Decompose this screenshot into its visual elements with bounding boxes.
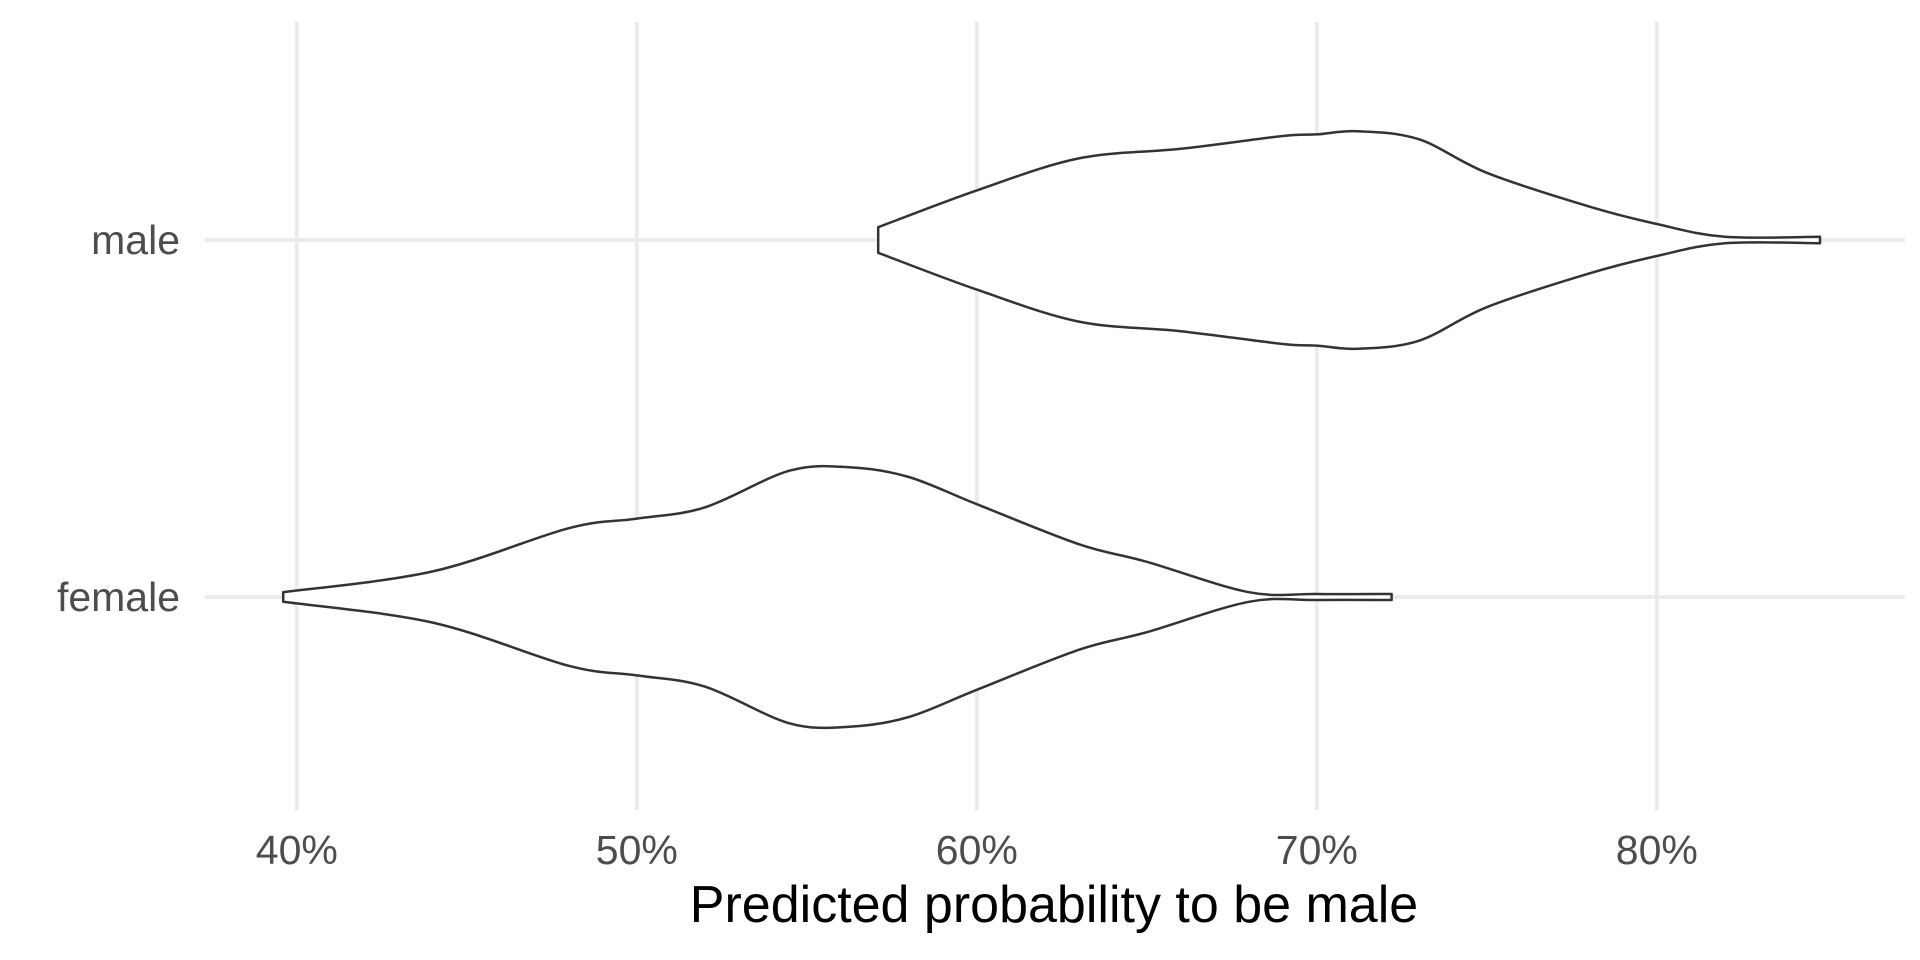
x-tick-label: 80% (1616, 827, 1698, 873)
y-tick-label-female: female (57, 574, 180, 620)
y-axis-tick-labels: female male (57, 217, 180, 620)
violin-male (876, 129, 1822, 351)
y-tick-label-male: male (91, 217, 180, 263)
x-tick-label: 60% (936, 827, 1018, 873)
x-tick-label: 70% (1276, 827, 1358, 873)
violins (281, 129, 1822, 730)
x-axis-tick-labels: 40% 50% 60% 70% 80% (256, 827, 1698, 873)
violin-female (281, 464, 1393, 730)
gridlines (205, 22, 1905, 810)
x-tick-label: 50% (596, 827, 678, 873)
x-tick-label: 40% (256, 827, 338, 873)
x-axis-title: Predicted probability to be male (690, 876, 1418, 934)
